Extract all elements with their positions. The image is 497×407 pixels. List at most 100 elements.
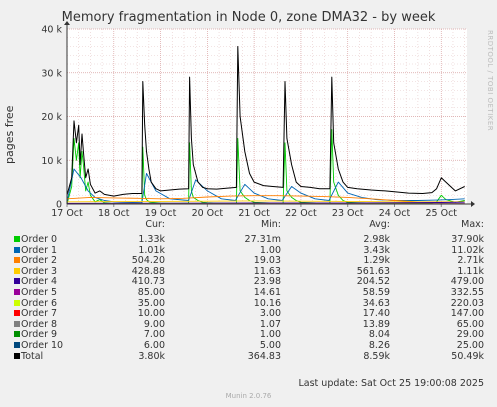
legend-avg: 58.59 [362, 287, 390, 298]
y-tick-label: 40 k [41, 25, 62, 36]
x-tick-label: 20 Oct [192, 208, 224, 219]
legend-min: 3.00 [259, 308, 281, 320]
series-line-order-2 [66, 195, 465, 203]
legend-avg: 3.43k [363, 244, 390, 256]
legend-swatch [14, 289, 20, 295]
legend-avg: 2.98k [363, 234, 390, 245]
munin-version: Munin 2.0.76 [225, 392, 272, 400]
legend-name: Order 7 [21, 308, 58, 320]
x-tick-label: 23 Oct [332, 208, 364, 219]
legend-min: 11.63 [253, 265, 281, 277]
legend-swatch [14, 331, 20, 338]
x-tick-label: 17 Oct [51, 208, 83, 219]
legend-max: 332.55 [450, 287, 484, 298]
legend-min: 27.31m [244, 234, 281, 245]
legend-avg: 204.52 [356, 276, 390, 288]
legend-avg: 561.63 [356, 265, 390, 277]
legend-swatch [14, 257, 20, 264]
x-tick-label: 22 Oct [285, 208, 317, 219]
legend-avg: 17.40 [362, 308, 390, 320]
legend-name: Order 1 [21, 244, 58, 256]
y-tick-label: 20 k [41, 112, 62, 123]
y-tick-label: 30 k [41, 68, 62, 79]
legend-cur: 1.01k [138, 244, 165, 256]
legend-header: Cur: Min: Avg: Max: [0, 219, 497, 231]
legend-row: Total 3.80k 364.83 8.59k 50.49k [0, 351, 497, 363]
legend-max: 65.00 [456, 318, 484, 330]
legend-min: 5.00 [259, 340, 281, 351]
legend-swatch [14, 352, 20, 359]
chart-title: Memory fragmentation in Node 0, zone DMA… [61, 10, 436, 25]
legend-name: Order 5 [21, 287, 58, 298]
chart-area: 0 10 k 20 k 30 k 40 k 17 Oct 18 Oct 19 Oct 20 Oc… [41, 21, 475, 219]
legend-avg: 34.63 [362, 297, 390, 309]
legend-row: Order 2 504.20 19.03 1.29k 2.71k [0, 255, 497, 267]
legend-row: Order 7 10.00 3.00 17.40 147.00 [0, 308, 497, 320]
legend-max: 220.03 [450, 297, 484, 309]
legend-swatch [14, 236, 20, 242]
legend-cur: 10.00 [137, 308, 165, 320]
legend-min: 1.00 [259, 244, 281, 256]
legend-cur: 9.00 [143, 318, 165, 330]
legend-avg: 8.26 [368, 340, 390, 351]
legend-avg: 1.29k [363, 255, 390, 267]
last-update: Last update: Sat Oct 25 19:00:08 2025 [298, 378, 484, 389]
legend-row: Order 1 1.01k 1.00 3.43k 11.02k [0, 245, 497, 257]
legend-min: 364.83 [247, 350, 281, 362]
legend-max: 11.02k [451, 244, 484, 256]
legend-name: Order 4 [21, 276, 58, 288]
series-line-order-4 [66, 201, 465, 204]
legend-row: Order 3 428.88 11.63 561.63 1.11k [0, 266, 497, 278]
legend-name: Order 9 [21, 329, 58, 341]
legend-row: Order 9 7.00 1.00 8.04 29.00 [0, 329, 497, 341]
legend-cur: 6.00 [143, 340, 165, 351]
legend-row: Order 10 6.00 5.00 8.26 25.00 [0, 340, 497, 352]
header-cur: Cur: [145, 219, 165, 230]
header-max: Max: [461, 219, 484, 230]
legend-cur: 1.33k [138, 234, 165, 245]
legend-min: 1.00 [259, 329, 281, 341]
x-axis-arrow [471, 201, 475, 207]
legend-swatch [14, 278, 20, 285]
legend-min: 1.07 [259, 318, 281, 330]
x-tick-label: 24 Oct [379, 208, 411, 219]
legend-swatch [14, 246, 20, 253]
legend-row: Order 6 35.00 10.16 34.63 220.03 [0, 298, 497, 310]
legend-min: 19.03 [253, 255, 281, 267]
legend-avg: 8.59k [363, 350, 390, 362]
legend-name: Order 2 [21, 255, 58, 267]
y-tick-label: 10 k [41, 156, 62, 167]
legend-swatch [14, 267, 20, 274]
axes: 0 10 k 20 k 30 k 40 k 17 Oct 18 Oct 19 Oct 20 Oc… [41, 21, 475, 219]
legend-max: 2.71k [457, 255, 484, 267]
legend-avg: 8.04 [368, 329, 390, 341]
legend-name: Order 0 [21, 234, 58, 245]
x-tick-label: 25 Oct [425, 208, 457, 219]
header-min: Min: [260, 219, 281, 230]
y-axis-arrow [64, 21, 70, 25]
legend-name: Total [21, 350, 44, 362]
x-tick-label: 21 Oct [238, 208, 270, 219]
legend-max: 50.49k [451, 350, 484, 362]
legend-row: Order 5 85.00 14.61 58.59 332.55 [0, 287, 497, 299]
legend-cur: 504.20 [131, 255, 165, 267]
x-tick-label: 18 Oct [98, 208, 130, 219]
legend-cur: 3.80k [138, 350, 165, 362]
series-line-order-3 [66, 200, 465, 203]
legend-name: Order 6 [21, 297, 58, 309]
legend-max: 1.11k [457, 265, 484, 277]
y-tick-label: 0 [56, 200, 62, 211]
legend-name: Order 8 [21, 318, 58, 330]
legend-row: Order 8 9.00 1.07 13.89 65.00 [0, 319, 497, 331]
legend-max: 29.00 [456, 329, 484, 341]
legend-swatch [14, 342, 20, 348]
legend-max: 147.00 [450, 308, 484, 320]
legend-max: 25.00 [456, 340, 484, 351]
header-avg: Avg: [369, 219, 390, 230]
series-line-total [66, 46, 465, 197]
legend-cur: 35.00 [137, 297, 165, 309]
legend-swatch [14, 310, 20, 317]
legend-min: 14.61 [253, 287, 281, 298]
legend-name: Order 10 [21, 340, 64, 351]
legend-max: 37.90k [451, 234, 484, 245]
